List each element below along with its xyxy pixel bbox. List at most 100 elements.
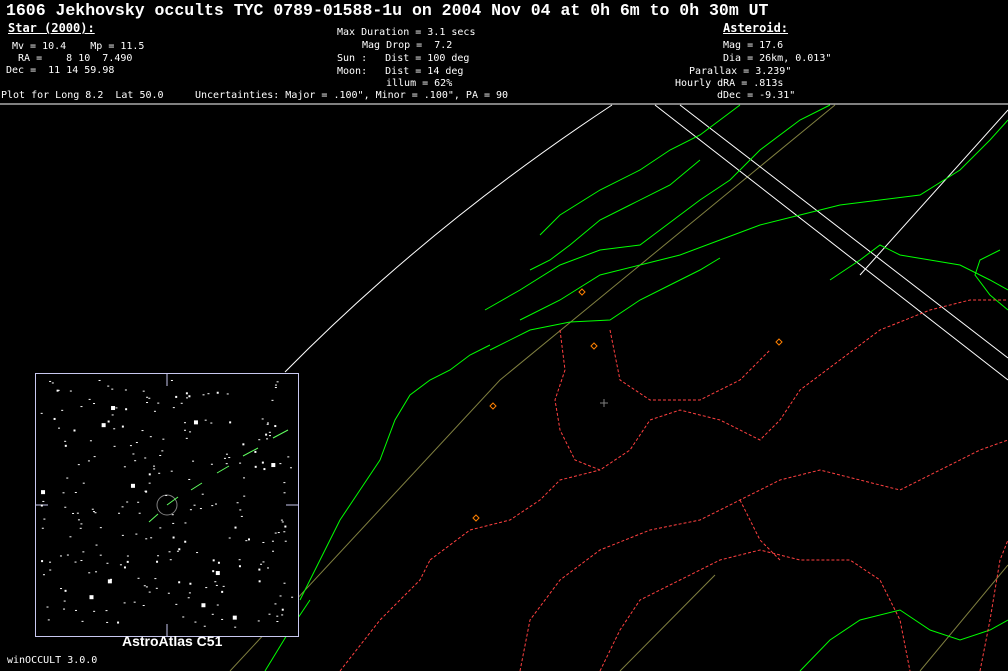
star-mark [267, 567, 270, 569]
star-mark [262, 561, 265, 563]
star-mark [205, 587, 208, 589]
star-mark [212, 570, 215, 573]
star-mark [93, 456, 96, 458]
star-mark [243, 495, 246, 497]
asteroid-mag: Mag = 17.6 [723, 40, 784, 51]
star-mark [107, 385, 110, 387]
star-mark [123, 466, 126, 468]
star-mark [49, 561, 52, 563]
earth-limb-line [284, 104, 613, 373]
star-mark [80, 560, 83, 562]
star-mark [69, 536, 72, 538]
star-mark [215, 503, 218, 505]
site-marker[interactable] [578, 288, 586, 296]
star-mark [175, 603, 178, 605]
star-mark [242, 443, 245, 446]
star-mark [277, 532, 280, 534]
star-mark [137, 501, 140, 503]
star-mark [187, 597, 190, 599]
star-mark [106, 562, 109, 564]
star-mark [268, 613, 271, 615]
star-mark [51, 382, 54, 384]
star-mark [145, 586, 148, 588]
star-mark [64, 506, 67, 508]
star-mark [281, 614, 284, 616]
star-mark [238, 559, 241, 561]
star-mark [158, 472, 161, 474]
star-mark [189, 431, 192, 433]
star-mark [117, 621, 120, 624]
star-mark [189, 509, 192, 511]
star-ra: RA = 8 10 7.490 [12, 53, 133, 64]
star-mark [169, 559, 172, 561]
star-header: Star (2000): [8, 21, 95, 35]
star-mark [274, 425, 277, 428]
star-mark [172, 536, 175, 539]
star-mark [283, 582, 286, 584]
star-mark [159, 454, 162, 456]
uncertainties: Uncertainties: Major = .100", Minor = .1… [195, 90, 509, 101]
star-mark [229, 421, 232, 424]
star-mark [95, 544, 98, 546]
site-marker[interactable] [775, 338, 783, 346]
star-mark [66, 477, 69, 479]
star-mark [111, 406, 116, 411]
star-mark [178, 581, 181, 584]
star-mark [76, 512, 79, 514]
star-mark [175, 395, 178, 398]
star-mark [125, 408, 128, 411]
star-mark [40, 504, 43, 507]
stars [40, 379, 294, 628]
plot-center-cross-icon [600, 399, 608, 407]
star-mark [92, 511, 95, 513]
star-mark [153, 468, 156, 470]
star-mark [89, 440, 92, 442]
star-mark [157, 402, 160, 404]
star-mark [150, 537, 153, 539]
star-mark [73, 429, 76, 432]
star-mark [63, 600, 66, 602]
star-mark [119, 564, 122, 566]
star-mark [145, 538, 148, 540]
star-mark [271, 540, 274, 542]
star-mark [226, 393, 229, 395]
star-mark [228, 457, 231, 459]
star-mark [216, 604, 219, 606]
star-mark [215, 584, 218, 586]
star-mark [281, 608, 284, 611]
star-mark [77, 464, 80, 466]
star-mark [87, 460, 90, 462]
star-mark [201, 493, 204, 495]
star-mark [121, 506, 124, 508]
star-mark [82, 482, 85, 484]
site-marker[interactable] [472, 514, 480, 522]
star-mark [182, 616, 185, 618]
star-mark [199, 508, 202, 510]
star-mark [203, 625, 206, 627]
star-mark [107, 579, 112, 584]
star-mark [41, 560, 44, 563]
moon-illumination: illum = 62% [386, 78, 453, 89]
star-mark [274, 603, 277, 605]
site-marker[interactable] [590, 342, 598, 350]
star-mark [148, 397, 151, 399]
star-mark [101, 423, 106, 428]
star-mark [238, 565, 241, 568]
star-mark [268, 435, 271, 437]
star-dec: Dec = 11 14 59.98 [6, 65, 115, 76]
star-mark [281, 521, 284, 523]
site-marker[interactable] [489, 402, 497, 410]
star-mark [279, 463, 282, 465]
star-mark [194, 621, 197, 623]
star-mark [189, 582, 192, 585]
star-mark [64, 440, 67, 442]
star-mark [126, 560, 129, 563]
star-mark [129, 445, 132, 447]
star-mark [42, 574, 45, 576]
star-mark [167, 592, 170, 594]
star-mark [110, 578, 113, 580]
star-mark [159, 527, 162, 529]
star-mark [94, 512, 97, 514]
star-mark [183, 429, 186, 431]
